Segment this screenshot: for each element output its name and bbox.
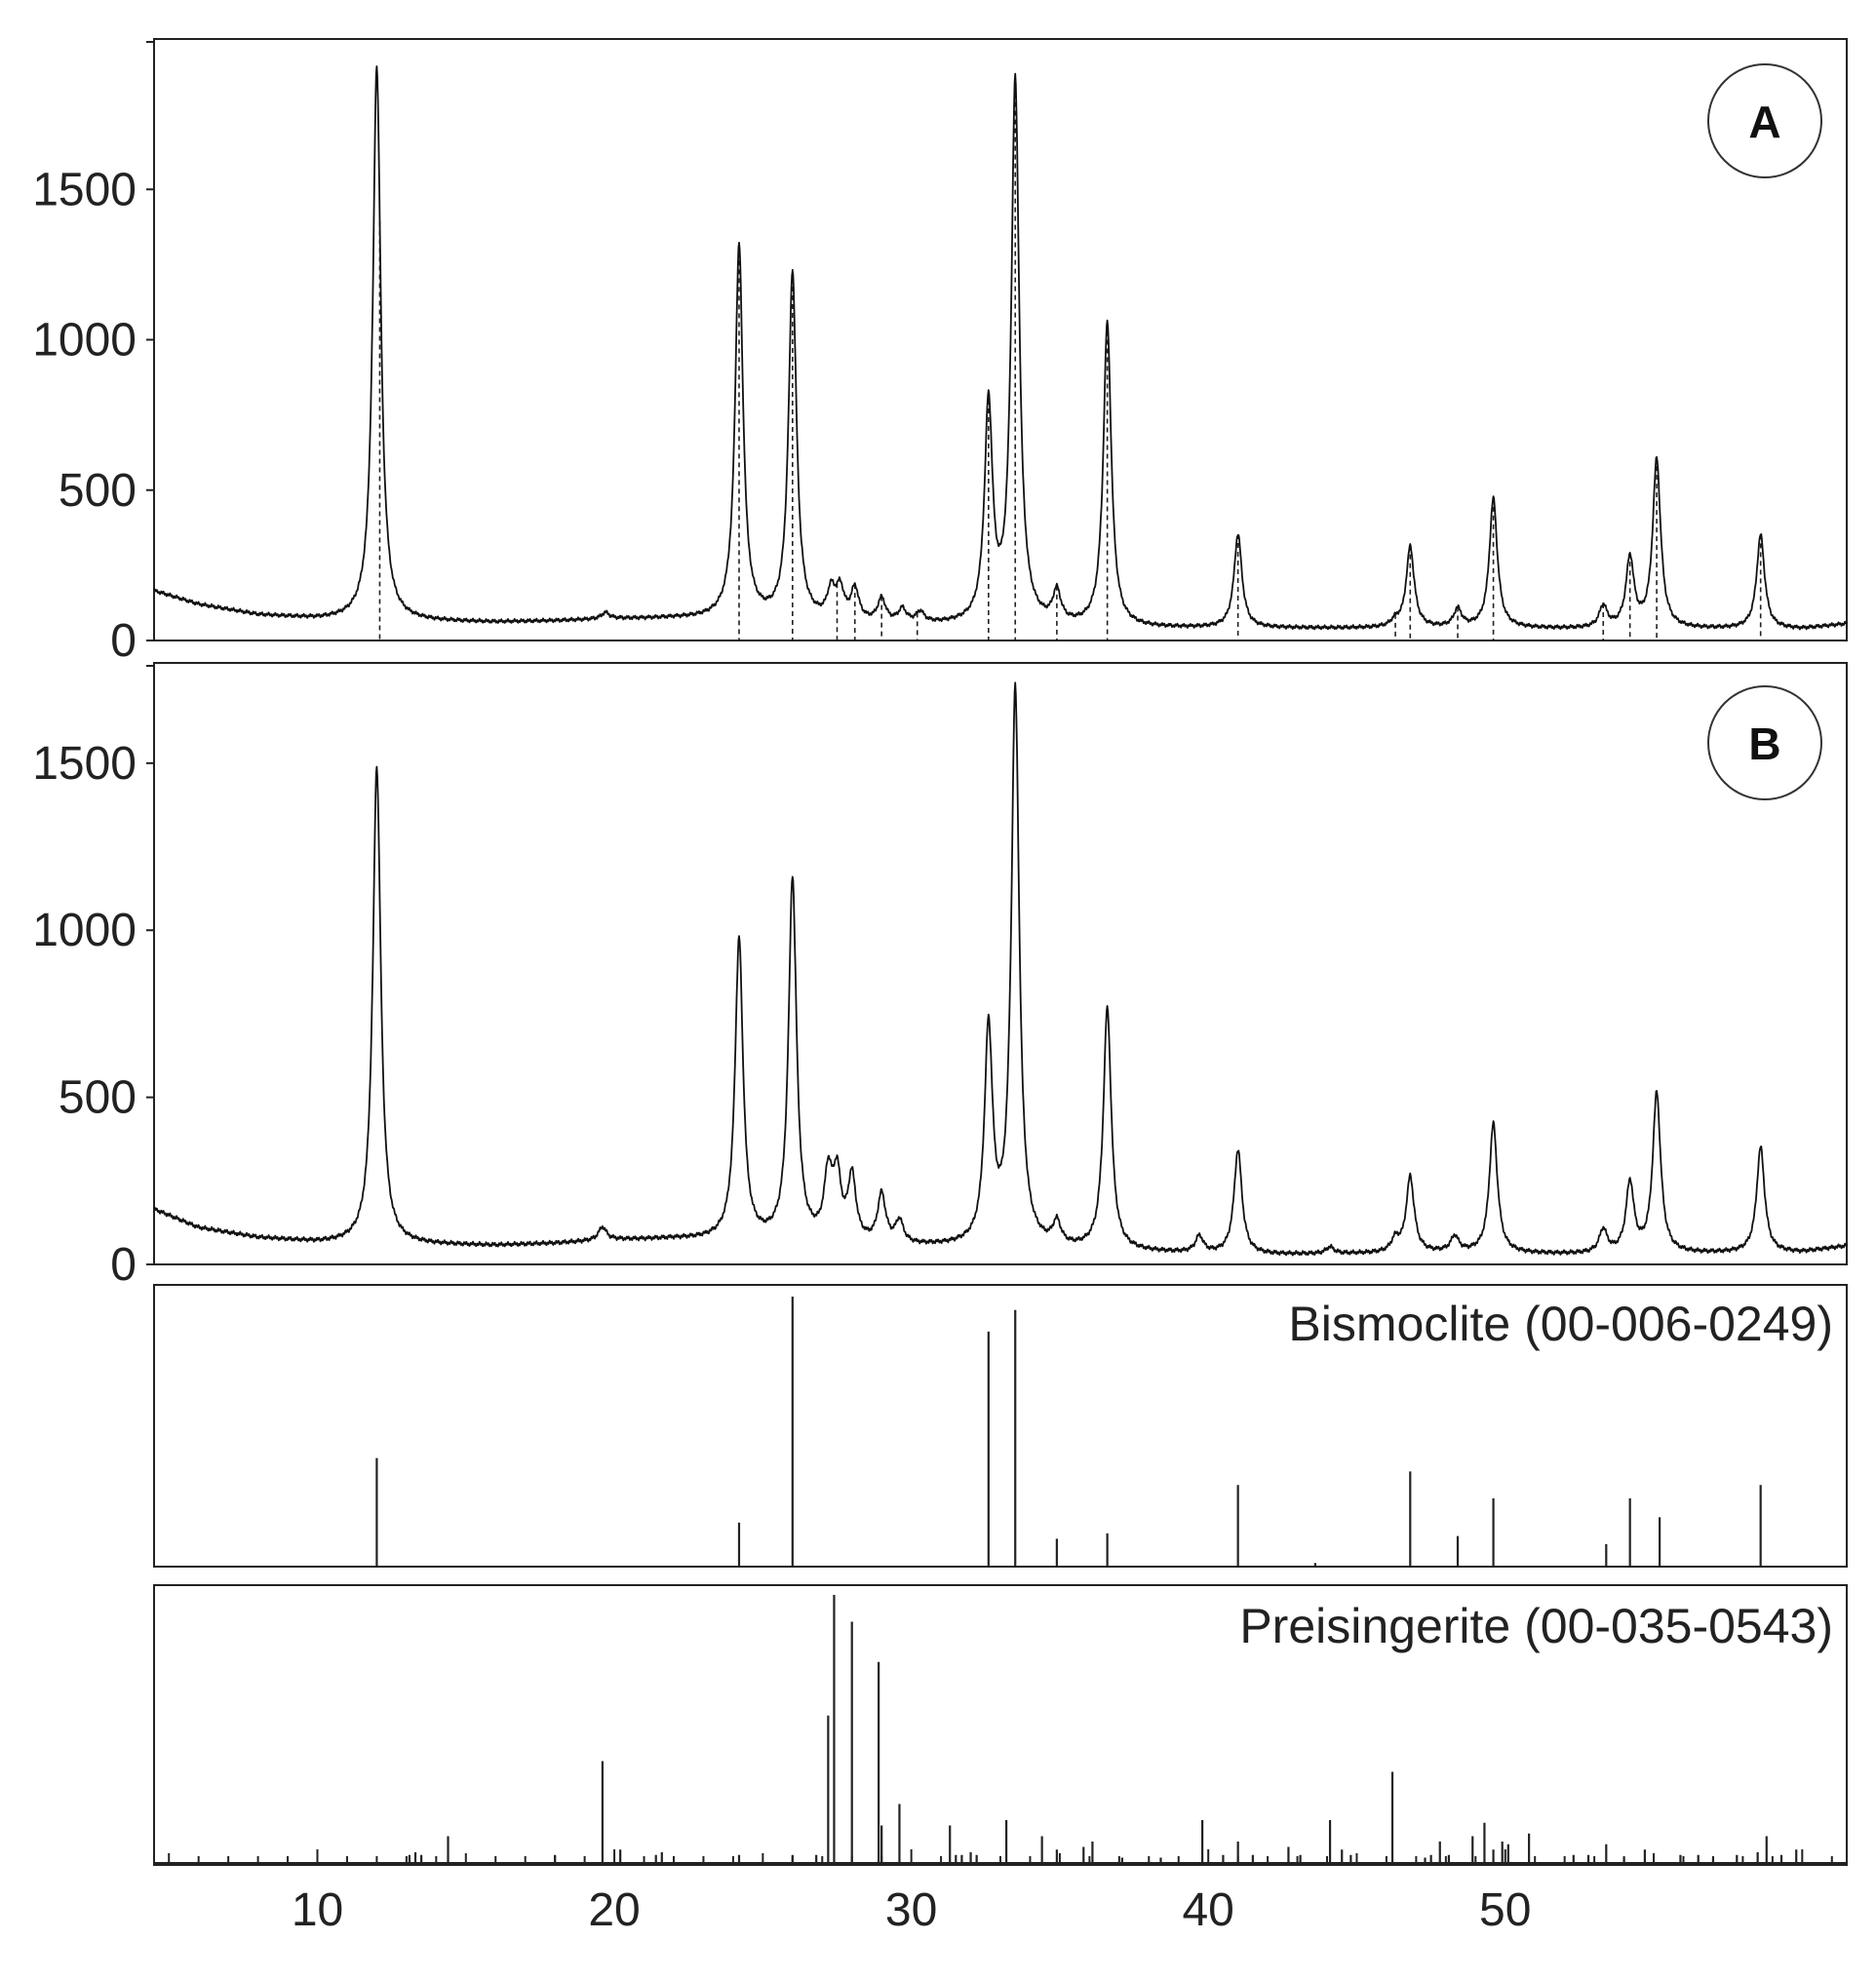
bismoclite-label: Bismoclite (00-006-0249): [1288, 1297, 1833, 1351]
panel-b-y-tick-label: 1500: [32, 738, 137, 790]
panel-b-y-tick-label: 1000: [32, 905, 137, 956]
panel-preisingerite-frame: [153, 1584, 1848, 1866]
panel-a-label-circle: [1707, 63, 1822, 178]
panel-a: 0 500 1000 1500 A: [32, 38, 1848, 667]
panel-bismoclite: Bismoclite (00-006-0249): [153, 1284, 1848, 1568]
panel-b-frame: [153, 662, 1848, 1265]
x-tick-label: 20: [588, 1884, 640, 1936]
panel-b-y-tick-label: 0: [110, 1239, 137, 1291]
panel-a-y-tick-label: 1500: [32, 164, 137, 215]
panel-a-y-tick-label: 500: [59, 465, 137, 517]
panel-a-diffraction-trace: [153, 65, 1848, 631]
panel-b: 0 500 1000 1500 B: [32, 662, 1848, 1291]
x-tick-label: 40: [1182, 1884, 1233, 1936]
panel-a-label: A: [1748, 97, 1780, 147]
panel-preisingerite: Preisingerite (00-035-0543): [153, 1584, 1848, 1866]
bismoclite-reference-lines: [375, 1297, 1762, 1566]
preisingerite-label: Preisingerite (00-035-0543): [1239, 1599, 1833, 1653]
panel-b-y-tick-label: 500: [59, 1072, 137, 1124]
panel-b-y-axis: 0 500 1000 1500: [32, 665, 154, 1291]
panel-a-y-axis: 0 500 1000 1500: [32, 41, 154, 667]
panel-bismoclite-frame: [153, 1284, 1848, 1568]
preisingerite-reference-lines: [408, 1595, 1798, 1863]
x-tick-label: 30: [885, 1884, 937, 1936]
x-tick-label: 50: [1479, 1884, 1531, 1936]
panel-b-diffraction-trace: [153, 681, 1848, 1257]
panel-a-reference-dashes: [378, 75, 1762, 640]
panel-a-y-tick-label: 1000: [32, 315, 137, 367]
panel-b-label: B: [1748, 718, 1780, 769]
panel-b-label-circle: [1707, 685, 1822, 800]
panel-a-y-tick-label: 0: [110, 615, 137, 667]
x-axis: 10 20 30 40 50: [154, 1849, 1847, 1936]
x-tick-label: 10: [292, 1884, 343, 1936]
